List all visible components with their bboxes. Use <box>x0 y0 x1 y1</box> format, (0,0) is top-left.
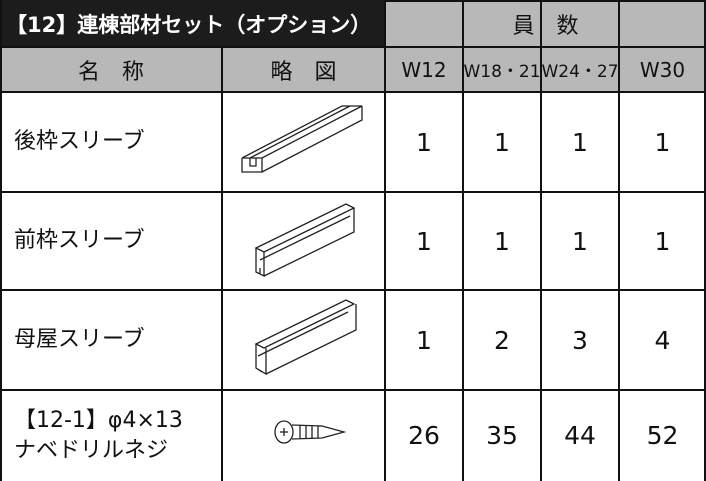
grid-line <box>0 0 2 481</box>
quantity: 1 <box>416 127 432 157</box>
part-name-line: ナベドリルネジ <box>14 437 169 463</box>
quantity: 2 <box>494 325 510 355</box>
quantity: 1 <box>494 127 510 157</box>
part-name: 【12-1】φ4×13 ナベドリルネジ <box>0 390 222 481</box>
quantity: 44 <box>564 421 596 450</box>
column-header: W18・21 <box>463 47 541 92</box>
part-name-line: 後枠スリーブ <box>14 129 145 154</box>
screw-icon <box>274 420 347 444</box>
column-header: 名 称 <box>0 47 222 92</box>
rear-sleeve-icon <box>241 105 363 173</box>
part-name: 後枠スリーブ <box>0 92 222 192</box>
part-name: 母屋スリーブ <box>0 290 222 390</box>
front-sleeve-icon <box>254 203 356 278</box>
grid-line <box>0 191 706 193</box>
grid-line <box>0 46 706 48</box>
grid-line <box>221 47 223 481</box>
column-header: W30 <box>619 47 706 92</box>
part-name-line: 【12-1】φ4×13 <box>14 407 183 433</box>
quantity: 4 <box>654 325 671 355</box>
grid-line <box>704 0 706 481</box>
part-name-line: 母屋スリーブ <box>14 327 145 352</box>
grid-line <box>0 91 706 93</box>
grid-line <box>462 0 464 481</box>
quantity: 35 <box>486 421 518 450</box>
part-name-line: 前枠スリーブ <box>14 228 145 253</box>
quantity: 1 <box>572 127 588 157</box>
grid-line <box>384 0 386 481</box>
grid-line <box>618 0 620 481</box>
column-header: W12 <box>385 47 463 92</box>
quantity: 1 <box>572 226 588 256</box>
quantity: 1 <box>494 226 510 256</box>
grid-line <box>540 0 542 481</box>
quantity: 1 <box>416 325 432 355</box>
quantity-header: 員 数 <box>385 0 706 47</box>
part-name: 前枠スリーブ <box>0 192 222 290</box>
column-header: 略 図 <box>222 47 385 92</box>
grid-line <box>0 389 706 391</box>
quantity: 1 <box>654 127 671 157</box>
purlin-sleeve-icon <box>254 299 357 376</box>
quantity: 1 <box>416 226 432 256</box>
quantity: 1 <box>654 226 671 256</box>
column-header: W24・27 <box>541 47 619 92</box>
grid-line <box>385 0 706 2</box>
quantity: 26 <box>408 421 440 450</box>
quantity: 52 <box>646 421 679 450</box>
grid-line <box>0 289 706 291</box>
quantity: 3 <box>572 325 588 355</box>
title-cell: 【12】連棟部材セット（オプション） <box>0 0 385 47</box>
